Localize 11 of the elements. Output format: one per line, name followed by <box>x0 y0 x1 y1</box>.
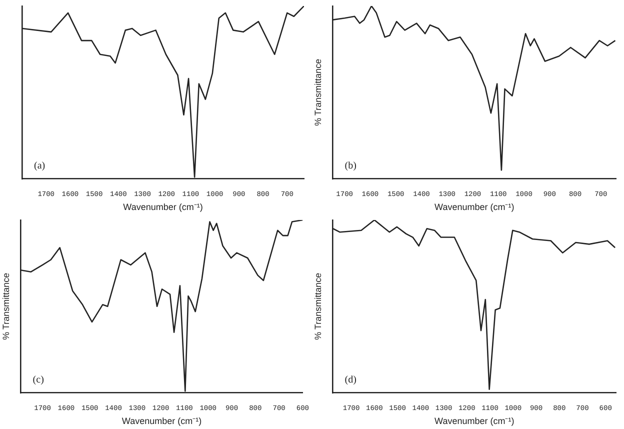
annotation: (b) <box>344 160 356 172</box>
x-axis-title: Wavenumber (cm⁻¹) <box>434 416 514 426</box>
annotation: (d) <box>344 374 356 386</box>
y-axis-title: % Transmittance <box>312 272 323 340</box>
x-axis-title: Wavenumber (cm⁻¹) <box>123 202 203 212</box>
annotation: (a) <box>34 160 46 172</box>
x-axis-title: Wavenumber (cm⁻¹) <box>122 416 202 426</box>
y-axis-title: % Transmittance <box>0 272 11 340</box>
y-axis-title: % Transmittance <box>312 58 323 126</box>
annotation: (c) <box>32 374 44 386</box>
x-axis-title: Wavenumber (cm⁻¹) <box>434 202 514 212</box>
